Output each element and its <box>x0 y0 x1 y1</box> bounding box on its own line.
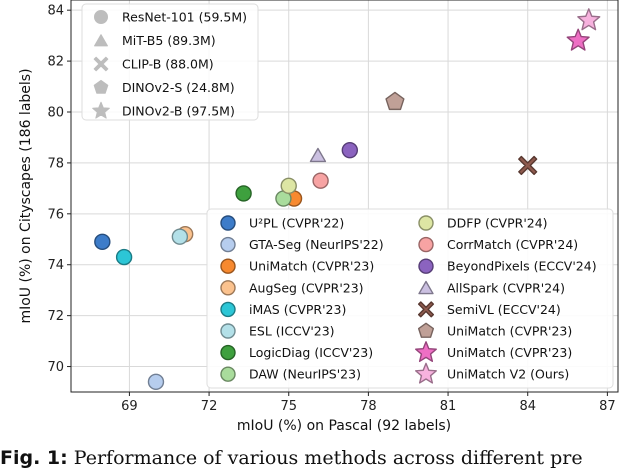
method-legend-label: UniMatch V2 (Ours) <box>447 367 569 382</box>
plot-frame <box>70 0 619 393</box>
x-axis-label: mIoU (%) on Pascal (92 labels) <box>237 418 451 434</box>
backbone-legend-label: DINOv2-S (24.8M) <box>122 80 235 95</box>
method-legend-label: iMAS (CVPR'23) <box>249 302 346 317</box>
figure-caption: Fig. 1: Performance of various methods a… <box>0 447 640 469</box>
legend-swatch-circle <box>220 344 236 361</box>
method-legend-label: BeyondPixels (ECCV'24) <box>447 259 597 274</box>
legend-swatch-circle <box>220 215 236 231</box>
method-legend-label: SemiVL (ECCV'24) <box>447 302 561 317</box>
scatter-chart: 69 72 75 78 81 84 87 70 72 74 76 78 80 82 84 mIoU (%)… <box>18 0 619 434</box>
data-point-esl <box>171 228 189 245</box>
y-tick-label: 84 <box>47 4 64 19</box>
x-axis: 69 72 75 78 81 84 87 <box>121 392 616 414</box>
x-tick-label: 75 <box>280 399 297 414</box>
data-point-u-pl <box>94 233 111 251</box>
legend-pentagon-icon <box>93 79 109 94</box>
legend-swatch-triangle <box>418 280 434 295</box>
backbone-legend-label: ResNet-101 (59.5M) <box>122 10 247 25</box>
data-point-unimatch-dinov2-b- <box>566 28 590 51</box>
method-legend: U²PL (CVPR'22) GTA-Seg (NeurIPS'22) UniMat… <box>206 208 614 389</box>
y-tick-label: 82 <box>47 55 64 70</box>
method-legend-label: U²PL (CVPR'22) <box>249 216 344 231</box>
legend-swatch-star <box>415 341 437 363</box>
x-tick-label: 78 <box>360 399 377 414</box>
y-axis: 70 72 74 76 78 80 82 84 <box>47 4 71 375</box>
method-legend-box <box>206 208 614 389</box>
legend-swatch-x <box>417 301 435 318</box>
x-tick-label: 87 <box>599 399 616 414</box>
backbone-legend-label: DINOv2-B (97.5M) <box>122 104 235 119</box>
data-point-beyondpixels <box>341 141 359 159</box>
method-legend-label: ESL (ICCV'23) <box>249 324 335 339</box>
x-tick-label: 72 <box>201 399 218 414</box>
x-tick-label: 84 <box>519 399 536 414</box>
data-point-ddfp <box>280 177 297 195</box>
grid-lines <box>71 0 618 392</box>
legend-x-icon <box>93 56 109 72</box>
legend-star-icon <box>92 101 110 119</box>
legend-swatch-circle <box>418 258 434 274</box>
legend-swatch-pentagon <box>417 322 435 338</box>
data-points <box>94 8 601 391</box>
method-legend-label: CorrMatch (CVPR'24) <box>447 237 578 252</box>
method-legend-label: GTA-Seg (NeurIPS'22) <box>249 237 384 252</box>
legend-swatch-circle <box>418 236 434 253</box>
backbone-legend-label: MiT-B5 (89.3M) <box>122 33 216 48</box>
legend-swatch-circle <box>220 366 236 382</box>
y-tick-label: 74 <box>47 258 64 273</box>
caption-text: Performance of various methods across di… <box>73 447 583 469</box>
method-legend-label: UniMatch (CVPR'23) <box>447 345 572 360</box>
method-legend-label: AugSeg (CVPR'23) <box>249 280 364 295</box>
backbone-legend-label: CLIP-B (88.0M) <box>122 57 214 72</box>
y-tick-label: 76 <box>47 207 64 222</box>
y-tick-label: 70 <box>47 360 64 375</box>
y-tick-label: 80 <box>47 106 64 121</box>
legend-swatch-star <box>415 362 437 384</box>
data-point-allspark <box>309 147 327 163</box>
legend-swatch-circle <box>220 258 236 274</box>
x-tick-label: 69 <box>121 399 138 414</box>
method-legend-label: DDFP (CVPR'24) <box>447 216 548 231</box>
method-legend-label: AllSpark (CVPR'24) <box>447 280 565 295</box>
method-legend-label: LogicDiag (ICCV'23) <box>249 345 373 360</box>
legend-swatch-circle <box>220 280 236 296</box>
backbone-legend: ResNet-101 (59.5M) MiT-B5 (89.3M) CLIP-B (… <box>81 3 259 121</box>
data-point-logicdiag <box>235 185 252 202</box>
method-legend-label: DAW (NeurIPS'23) <box>249 367 361 382</box>
legend-circle-icon <box>94 10 108 24</box>
data-point-unimatch-dinov2-s- <box>385 91 405 111</box>
method-legend-label: UniMatch (CVPR'23) <box>249 259 374 274</box>
caption-label: Fig. 1: <box>0 447 68 469</box>
y-tick-label: 78 <box>47 156 64 171</box>
backbone-legend-box <box>81 3 259 121</box>
legend-swatch-circle <box>220 323 236 339</box>
method-legend-label: UniMatch (CVPR'23) <box>447 324 572 339</box>
legend-swatch-circle <box>418 215 434 231</box>
data-point-corrmatch <box>312 172 329 189</box>
x-tick-label: 81 <box>440 399 457 414</box>
legend-triangle-icon <box>94 34 108 47</box>
data-point-unimatch-v2-ours- <box>577 8 601 31</box>
legend-swatch-circle <box>220 301 236 318</box>
y-tick-label: 72 <box>47 309 64 324</box>
data-point-imas <box>115 248 133 266</box>
data-point-semivl <box>518 155 538 176</box>
legend-swatch-circle <box>220 236 236 253</box>
y-axis-label: mIoU (%) on Cityscapes (186 labels) <box>18 68 34 323</box>
data-point-gta-seg <box>147 373 165 391</box>
